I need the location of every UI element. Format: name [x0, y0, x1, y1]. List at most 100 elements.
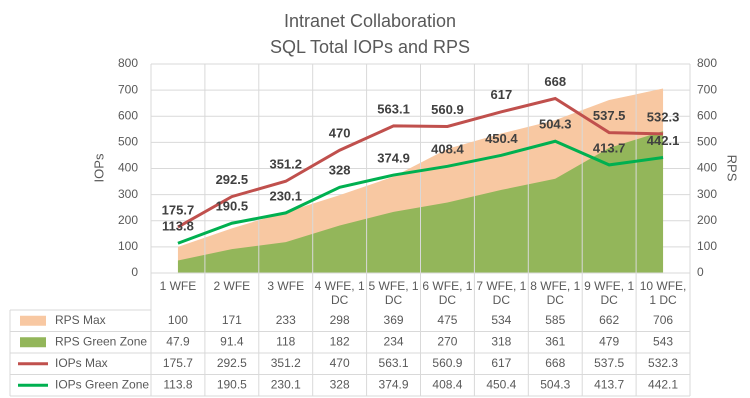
data-label: 470: [329, 126, 351, 141]
table-cell: 118: [276, 334, 295, 348]
table-cell: 668: [545, 356, 565, 370]
chart-subtitle: SQL Total IOPs and RPS: [270, 37, 470, 57]
x-tick-label: 3 WFE: [267, 279, 305, 293]
table-cell: 171: [222, 313, 242, 327]
x-tick-label: 7 WFE, 1 DC: [476, 279, 527, 307]
x-tick-label: 2 WFE: [213, 279, 251, 293]
table-cell: 351.2: [271, 356, 301, 370]
table-cell: 585: [545, 313, 565, 327]
table-cell: 470: [330, 356, 350, 370]
table-cell: 706: [653, 313, 673, 327]
y-axis-title: IOPs: [91, 153, 106, 182]
table-cell: 47.9: [166, 334, 190, 348]
table-cell: 369: [384, 313, 404, 327]
table-cell: 374.9: [379, 377, 409, 391]
table-cell: 475: [437, 313, 457, 327]
line: [177, 96, 664, 229]
table-cell: 532.3: [648, 356, 678, 370]
x-tick-label: 10 WFE, 1 DC: [639, 279, 687, 307]
table-cell: 504.3: [540, 377, 570, 391]
x-tick-label: 8 WFE, 1 DC: [530, 279, 581, 307]
data-label: 351.2: [269, 157, 302, 172]
x-tick-label: 4 WFE, 1 DC: [314, 279, 365, 307]
data-label: 190.5: [216, 199, 249, 214]
table-cell: 175.7: [163, 356, 193, 370]
x-tick-label: 5 WFE, 1 DC: [368, 279, 419, 307]
data-label: 668: [544, 74, 566, 89]
data-label: 408.4: [431, 142, 464, 157]
chart-title: Intranet Collaboration: [284, 11, 456, 31]
x-tick-label: 6 WFE, 1 DC: [422, 279, 473, 307]
data-label: 560.9: [431, 102, 464, 117]
table-cell: 450.4: [486, 377, 516, 391]
data-label: 442.1: [647, 133, 680, 148]
legend-key: [20, 315, 46, 326]
table-cell: 537.5: [594, 356, 624, 370]
data-label: 175.7: [162, 203, 195, 218]
table-cell: 479: [599, 334, 619, 348]
y-tick-label: 800: [118, 56, 138, 70]
y-tick-label: 200: [118, 213, 138, 227]
table-cell: 662: [599, 313, 619, 327]
table-cell: 534: [491, 313, 511, 327]
data-label: 374.9: [377, 150, 410, 165]
y2-tick-label: 800: [697, 56, 717, 70]
y2-tick-label: 0: [697, 265, 704, 279]
y2-tick-label: 700: [697, 82, 717, 96]
data-label: 537.5: [593, 108, 626, 123]
table-cell: 91.4: [220, 334, 244, 348]
data-label: 113.8: [162, 219, 194, 234]
line: [177, 139, 664, 245]
legend-label: IOPs Max: [55, 356, 108, 370]
y-tick-label: 500: [118, 135, 138, 149]
table-cell: 230.1: [271, 377, 301, 391]
table-cell: 318: [491, 334, 511, 348]
y-tick-label: 100: [118, 239, 138, 253]
table-cell: 298: [330, 313, 350, 327]
area: [177, 131, 664, 273]
y-tick-label: 700: [118, 82, 138, 96]
table-cell: 113.8: [163, 377, 192, 391]
table-cell: 182: [330, 334, 350, 348]
data-label: 413.7: [593, 140, 626, 155]
y2-tick-label: 100: [697, 239, 717, 253]
table-cell: 233: [276, 313, 296, 327]
x-tick-label: 9 WFE, 1 DC: [584, 279, 635, 307]
x-tick-label: 1 WFE: [159, 279, 197, 293]
data-label: 292.5: [216, 172, 249, 187]
data-label: 504.3: [539, 117, 572, 132]
y2-tick-label: 600: [697, 108, 717, 122]
table-cell: 617: [491, 356, 511, 370]
y2-tick-label: 500: [697, 135, 717, 149]
table-cell: 328: [330, 377, 350, 391]
table-cell: 270: [437, 334, 457, 348]
table-cell: 563.1: [379, 356, 409, 370]
table-cell: 190.5: [217, 377, 247, 391]
y2-tick-label: 400: [697, 161, 717, 175]
table-cell: 361: [545, 334, 565, 348]
data-label: 328: [329, 163, 351, 178]
table-cell: 234: [384, 334, 404, 348]
data-label: 617: [490, 87, 512, 102]
y2-tick-label: 300: [697, 187, 717, 201]
table-cell: 100: [168, 313, 188, 327]
table-cell: 442.1: [648, 377, 678, 391]
legend-label: IOPs Green Zone: [55, 377, 149, 391]
legend-key: [20, 337, 46, 348]
y-tick-label: 300: [118, 187, 138, 201]
table-cell: 543: [653, 334, 673, 348]
table-cell: 413.7: [594, 377, 624, 391]
y-tick-label: 600: [118, 108, 138, 122]
table-cell: 292.5: [217, 356, 247, 370]
y2-axis-title: RPS: [725, 155, 740, 182]
y2-tick-label: 200: [697, 213, 717, 227]
y-tick-label: 0: [131, 265, 138, 279]
table-cell: 408.4: [432, 377, 462, 391]
data-label: 563.1: [377, 101, 410, 116]
data-label: 230.1: [269, 188, 302, 203]
table-cell: 560.9: [432, 356, 462, 370]
legend-label: RPS Green Zone: [55, 334, 147, 348]
data-label: 450.4: [485, 131, 518, 146]
